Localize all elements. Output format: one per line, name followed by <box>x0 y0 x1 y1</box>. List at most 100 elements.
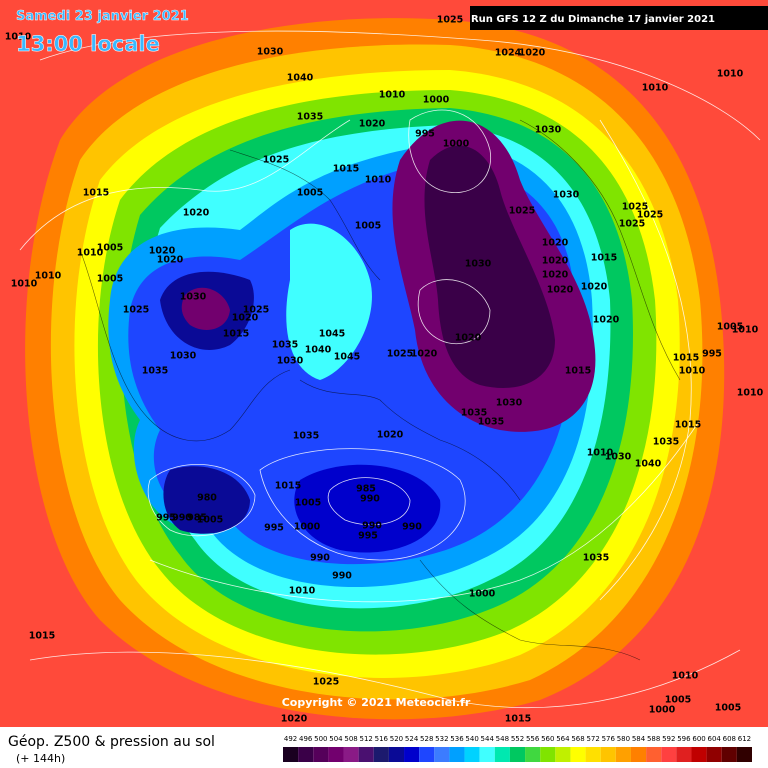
colorbar-cell <box>525 747 541 762</box>
pressure-label: 1015 <box>223 329 249 340</box>
colorbar-cell <box>404 747 420 762</box>
pressure-label: 1025 <box>313 677 339 688</box>
colorbar-tick-label: 528 <box>420 735 433 743</box>
pressure-label: 1035 <box>461 408 487 419</box>
colorbar: 492 496 500 504 508 512 516 520 524 528 532 536 540 5… <box>283 735 752 762</box>
colorbar-tick-label: 612 <box>738 735 751 743</box>
colorbar-cell <box>479 747 495 762</box>
pressure-label: 1020 <box>359 119 386 130</box>
pressure-label: 1000 <box>443 139 470 150</box>
pressure-label: 1030 <box>605 452 632 463</box>
pressure-label: 1010 <box>732 325 759 336</box>
pressure-label: 1025 <box>637 210 663 221</box>
pressure-label: 1000 <box>423 95 450 106</box>
pressure-label: 990 <box>332 571 352 582</box>
pressure-label: 1020 <box>542 238 569 249</box>
colorbar-cell <box>706 747 722 762</box>
pressure-label: 1005 <box>717 322 743 333</box>
colorbar-cell <box>676 747 692 762</box>
pressure-label: 995 <box>156 513 176 524</box>
pressure-label: 990 <box>172 513 192 524</box>
pressure-label: 1020 <box>542 270 569 281</box>
colorbar-tick-label: 600 <box>692 735 705 743</box>
colorbar-tick-label: 560 <box>541 735 554 743</box>
colorbar-tick-label: 508 <box>344 735 357 743</box>
colorbar-cell <box>328 747 344 762</box>
pressure-label: 1020 <box>455 333 482 344</box>
pressure-label: 1025 <box>619 219 645 230</box>
pressure-label: 1005 <box>715 703 741 714</box>
colorbar-tick-label: 580 <box>617 735 630 743</box>
colorbar-tick-label: 532 <box>435 735 448 743</box>
pressure-label: 1010 <box>717 69 744 80</box>
pressure-label: 1025 <box>243 305 269 316</box>
isobars <box>19 30 761 709</box>
colorbar-cell <box>585 747 601 762</box>
colorbar-tick-label: 604 <box>707 735 721 743</box>
colorbar-tick-label: 516 <box>375 735 389 743</box>
colorbar-tick-label: 552 <box>511 735 524 743</box>
colorbar-tick-label: 548 <box>496 735 509 743</box>
pressure-label: 1010 <box>642 83 669 94</box>
pressure-label: 1010 <box>77 248 104 259</box>
colorbar-tick-label: 524 <box>405 735 419 743</box>
pressure-label: 1015 <box>29 631 55 642</box>
trough-canada <box>181 287 230 330</box>
pressure-label: 1015 <box>591 253 617 264</box>
colorbar-cell <box>373 747 389 762</box>
pressure-label: 1020 <box>183 208 210 219</box>
colorbar-cell <box>615 747 631 762</box>
pressure-label: 1010 <box>5 32 32 43</box>
colorbar-tick-label: 596 <box>677 735 691 743</box>
pressure-label: 1005 <box>295 498 321 509</box>
colorbar-cell <box>555 747 571 762</box>
pressure-label: 1015 <box>505 714 531 725</box>
colorbar-cell <box>630 747 647 762</box>
colorbar-cell <box>494 747 510 762</box>
pressure-label: 1010 <box>672 671 699 682</box>
pressure-label: 1035 <box>478 417 504 428</box>
pressure-label: 1005 <box>97 243 123 254</box>
header-time: 13:00 locale <box>16 32 160 56</box>
pressure-label: 1025 <box>437 15 463 26</box>
low-europe <box>294 464 441 553</box>
geopotential-field <box>0 0 768 727</box>
colorbar-cell <box>343 747 359 762</box>
pressure-label: 1020 <box>149 246 176 257</box>
pressure-label: 1040 <box>287 73 314 84</box>
colorbar-cell <box>509 747 526 762</box>
colorbar-cell <box>600 747 616 762</box>
colorbar-cell <box>540 747 556 762</box>
colorbar-cell <box>283 747 299 762</box>
pressure-label: 1025 <box>387 349 413 360</box>
colorbar-tick-label: 496 <box>299 735 313 743</box>
footer-title: Géop. Z500 & pression au sol <box>8 734 215 750</box>
pressure-label: 1030 <box>257 47 284 58</box>
pressure-label: 1020 <box>593 315 620 326</box>
pressure-label: 985 <box>356 484 376 495</box>
trough-core <box>424 145 555 388</box>
pressure-label: 1010 <box>289 586 316 597</box>
pressure-label: 1015 <box>673 353 699 364</box>
pressure-label: 1020 <box>377 430 404 441</box>
pressure-label: 1015 <box>333 164 359 175</box>
pressure-label: 1015 <box>275 481 301 492</box>
pressure-label: 990 <box>310 553 330 564</box>
pressure-label: 1005 <box>197 515 223 526</box>
pressure-label: 1010 <box>737 388 764 399</box>
colorbar-tick-label: 536 <box>450 735 464 743</box>
colorbar-tick-label: 492 <box>284 735 297 743</box>
pressure-label: 1015 <box>675 420 701 431</box>
run-info: Run GFS 12 Z du Dimanche 17 janvier 2021 <box>471 14 715 25</box>
pressure-label: 1035 <box>293 431 319 442</box>
colorbar-tick-label: 544 <box>481 735 495 743</box>
coastlines <box>79 119 681 661</box>
pressure-label: 1010 <box>379 90 406 101</box>
colorbar-tick-label: 572 <box>586 735 599 743</box>
colorbar-tick-label: 556 <box>526 735 540 743</box>
pressure-label: 1000 <box>469 589 496 600</box>
pressure-label: 1020 <box>281 714 308 725</box>
pressure-label: 1024 <box>495 48 522 59</box>
pressure-label: 985 <box>187 513 207 524</box>
colorbar-tick-label: 504 <box>329 735 343 743</box>
